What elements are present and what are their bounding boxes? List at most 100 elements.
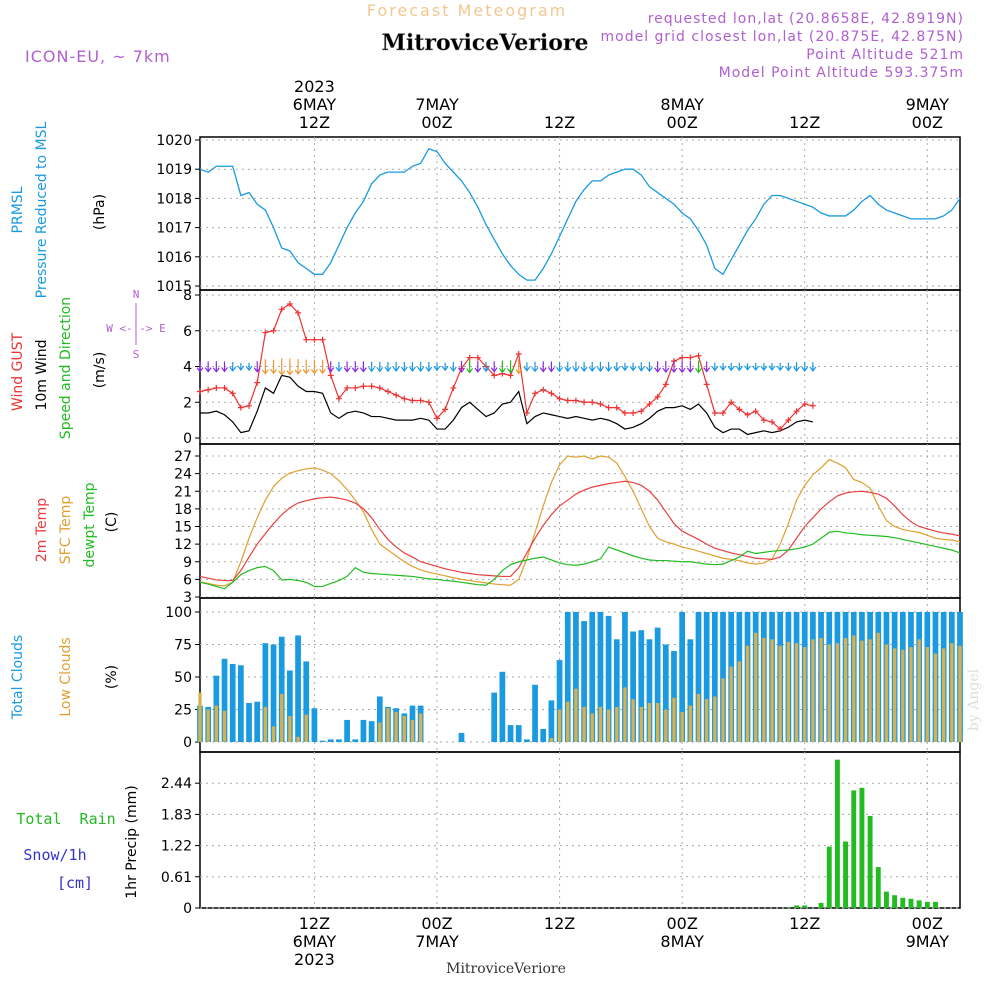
wind-direction-arrow [408, 362, 416, 372]
total-cloud-bar [662, 644, 669, 742]
low-cloud-bar [860, 640, 864, 742]
y-tick-label: 1016 [156, 250, 192, 266]
wind-direction-arrow [784, 362, 792, 372]
wind-direction-arrow [417, 361, 425, 373]
gust-marker [344, 384, 351, 391]
total-cloud-bar [499, 671, 506, 742]
top-time-label: 12Z [544, 113, 575, 132]
precip-label-unit: 1hr Precip (mm) [124, 785, 140, 898]
wind-direction-arrow [204, 361, 212, 373]
low-cloud-bar [574, 688, 578, 742]
gust-marker [548, 390, 555, 397]
bottom-time-label: 00Z [912, 914, 943, 933]
gust-marker [197, 388, 203, 395]
gust-marker [474, 354, 481, 361]
closest-coords: model grid closest lon,lat (20.875E, 42.… [600, 29, 964, 45]
low-cloud-bar [656, 703, 660, 742]
low-cloud-bar [631, 699, 635, 742]
wind-direction-arrow [523, 362, 531, 372]
pressure-label-prmsl: PRMSL [10, 186, 26, 233]
wind-direction-arrow [286, 358, 294, 376]
precip-bar [818, 902, 824, 908]
panel-frame-pressure [199, 136, 961, 291]
total-cloud-bar [221, 658, 228, 742]
wind-direction-arrow [221, 361, 228, 373]
low-cloud-bar [672, 697, 676, 742]
low-cloud-bar [688, 705, 692, 742]
total-cloud-bar [311, 708, 318, 742]
gust-marker [613, 404, 620, 411]
point-altitude: Point Altitude 521m [806, 47, 964, 63]
low-cloud-bar [557, 709, 562, 742]
gust-marker [213, 384, 220, 391]
precip-bar [900, 897, 906, 908]
gust-marker [466, 354, 473, 361]
total-cloud-bar [638, 630, 645, 742]
y-tick-label: 1018 [156, 191, 192, 207]
low-cloud-bar [680, 712, 684, 742]
low-cloud-bar [615, 706, 619, 742]
low-cloud-bar [917, 639, 921, 742]
compass-n: N [133, 288, 140, 301]
total-cloud-bar [597, 612, 604, 742]
total-cloud-bar [711, 612, 718, 742]
wind-direction-arrow [400, 362, 408, 372]
low-cloud-bar [901, 649, 905, 742]
gust-marker [327, 372, 334, 379]
low-cloud-bar [394, 712, 398, 742]
y-tick-label: 100 [165, 605, 192, 621]
gust-marker [229, 390, 236, 397]
temp-label-dewpt: dewpt Temp [82, 482, 98, 567]
low-cloud-bar [566, 701, 570, 742]
wind-direction-arrow [727, 362, 735, 372]
gust-marker [270, 327, 277, 334]
low-cloud-bar [647, 703, 652, 742]
wind-direction-arrow [270, 359, 278, 375]
low-cloud-bar [280, 693, 284, 742]
gust-marker [303, 336, 310, 343]
low-cloud-bar [884, 644, 889, 742]
low-cloud-bar [827, 644, 831, 742]
gust-marker [237, 404, 244, 411]
wind-direction-arrow [678, 360, 686, 374]
low-cloud-bar [892, 648, 897, 742]
low-cloud-bar [378, 722, 382, 742]
precip-bar [924, 901, 930, 908]
low-cloud-bar [386, 708, 390, 742]
gust-marker [523, 409, 530, 416]
gust-marker [605, 404, 612, 411]
gust-marker [695, 352, 702, 359]
wind-direction-arrow [654, 361, 662, 373]
precip-bar [851, 790, 857, 908]
total-cloud-bar [295, 635, 301, 742]
gust-marker [744, 411, 751, 418]
low-cloud-bar [304, 714, 308, 742]
model-label: ICON-EU, ~ 7km [25, 47, 171, 66]
low-cloud-bar [288, 716, 292, 742]
low-cloud-bar [664, 709, 668, 742]
low-cloud-bar [623, 687, 627, 742]
page-title: MitroviceVeriore [382, 30, 589, 56]
gust-marker [278, 306, 285, 313]
gust-marker [646, 401, 653, 408]
gust-marker [760, 417, 767, 424]
wind-direction-arrow [335, 361, 343, 373]
gust-marker [360, 383, 367, 390]
wind-direction-arrow [433, 362, 441, 372]
gust-marker [417, 397, 424, 404]
bottom-time-label: 8MAY [660, 932, 704, 951]
low-cloud-bar [852, 635, 856, 742]
low-cloud-bar [843, 638, 848, 742]
wind-label-gust: Wind GUST [10, 332, 26, 411]
low-cloud-bar [762, 638, 766, 742]
gust-marker [621, 409, 628, 416]
low-cloud-bar [263, 706, 268, 742]
low-cloud-bar [737, 661, 741, 742]
gust-marker [572, 397, 579, 404]
clouds-label-low: Low Clouds [58, 637, 74, 716]
precip-bar [802, 905, 808, 908]
gust-marker [286, 300, 293, 307]
precip-label-rain: Total Rain [16, 810, 115, 828]
total-cloud-bar [630, 631, 636, 742]
gust-marker [401, 395, 408, 402]
